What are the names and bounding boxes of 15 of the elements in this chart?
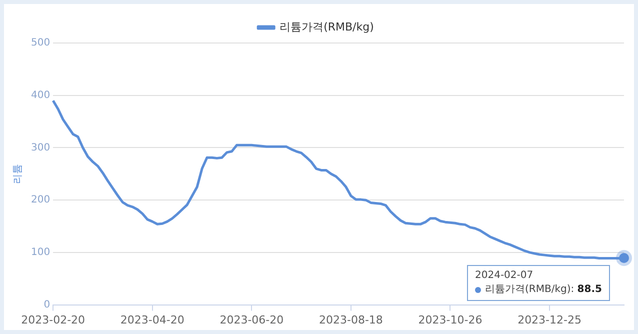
x-tick-label: 2023-12-25 [518, 313, 582, 326]
y-axis-title: 리튬 [12, 164, 24, 184]
x-tick-label: 2023-10-26 [418, 313, 482, 326]
y-tick-label: 100 [30, 247, 50, 258]
annotation: 2024-02-07 리튬가격(RMB/kg): 88.5 [475, 269, 602, 298]
y-tick-label: 200 [30, 194, 50, 206]
x-tick-label: 2023-08-18 [318, 313, 383, 326]
x-tick-label: 2023-04-20 [120, 313, 184, 326]
x-tick-label: 2023-02-20 [21, 313, 86, 326]
legend-label: 리튬가격(RMB/kg) [280, 20, 374, 34]
y-tick-label: 500 [30, 38, 50, 49]
x-tick-label: 2023-06-20 [220, 313, 284, 326]
y-tick-label: 0 [44, 299, 50, 310]
y-tick-label: 400 [30, 90, 50, 101]
y-tick-label: 300 [30, 142, 50, 154]
